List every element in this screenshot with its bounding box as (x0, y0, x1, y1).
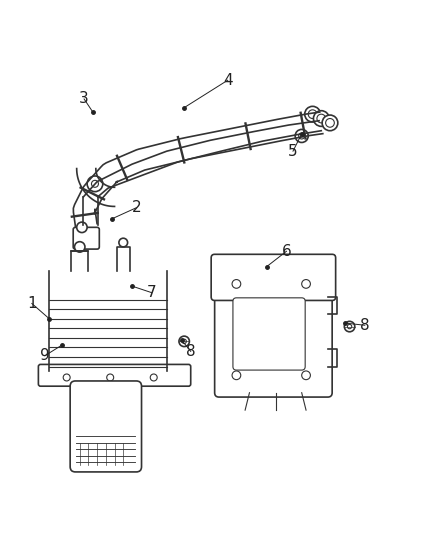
Circle shape (344, 321, 355, 332)
Circle shape (302, 371, 311, 379)
FancyBboxPatch shape (73, 228, 99, 249)
Circle shape (308, 110, 317, 118)
FancyBboxPatch shape (211, 254, 336, 301)
FancyBboxPatch shape (39, 365, 191, 386)
Circle shape (74, 241, 85, 252)
Circle shape (314, 111, 329, 126)
Text: 1: 1 (27, 296, 37, 311)
Circle shape (305, 107, 321, 122)
Circle shape (347, 325, 352, 329)
Text: 3: 3 (79, 92, 89, 107)
Circle shape (232, 279, 241, 288)
Circle shape (87, 176, 103, 192)
Text: 5: 5 (288, 144, 298, 159)
FancyBboxPatch shape (215, 258, 332, 397)
Circle shape (322, 115, 338, 131)
Circle shape (107, 374, 114, 381)
Circle shape (299, 133, 305, 139)
Circle shape (77, 222, 87, 232)
Circle shape (295, 130, 308, 142)
Text: 8: 8 (186, 344, 195, 359)
Text: 2: 2 (131, 200, 141, 215)
Circle shape (182, 339, 186, 344)
Circle shape (92, 180, 99, 187)
Text: 8: 8 (360, 318, 370, 333)
Circle shape (317, 114, 325, 123)
Text: 7: 7 (147, 285, 156, 300)
Circle shape (232, 371, 241, 379)
Circle shape (63, 374, 70, 381)
Circle shape (150, 374, 157, 381)
Text: 4: 4 (223, 72, 233, 88)
Circle shape (119, 238, 127, 247)
Text: 6: 6 (282, 244, 291, 259)
Circle shape (179, 336, 189, 346)
Text: 9: 9 (40, 348, 50, 363)
FancyBboxPatch shape (70, 381, 141, 472)
Circle shape (325, 118, 334, 127)
Circle shape (302, 279, 311, 288)
FancyBboxPatch shape (233, 298, 305, 370)
